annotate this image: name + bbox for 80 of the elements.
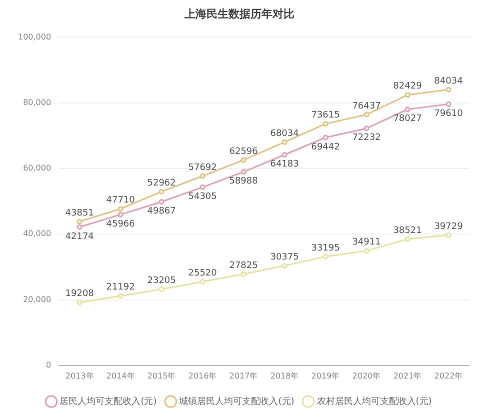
point <box>404 236 410 242</box>
x-tick-label: 2016年 <box>188 371 217 380</box>
point <box>446 86 452 92</box>
x-tick-label: 2014年 <box>106 371 135 380</box>
point <box>118 206 124 212</box>
x-tick-label: 2018年 <box>270 371 299 380</box>
data-label: 57692 <box>188 162 217 173</box>
data-label: 30375 <box>270 252 299 263</box>
data-label: 58988 <box>229 176 258 187</box>
data-label: 19208 <box>65 289 94 300</box>
point <box>158 198 164 204</box>
y-tick-label: 80,000 <box>23 98 52 107</box>
data-label: 34911 <box>352 238 381 248</box>
point <box>282 262 288 268</box>
point <box>200 278 206 284</box>
data-label: 73615 <box>311 110 340 121</box>
x-tick-label: 2019年 <box>311 371 340 380</box>
data-label: 23205 <box>147 276 176 286</box>
data-label: 42174 <box>65 232 94 242</box>
point <box>364 126 370 132</box>
legend-label: 农村居民人均可支配收入(元) <box>316 396 432 407</box>
legend-label: 居民人均可支配收入(元) <box>60 396 157 407</box>
point <box>364 248 370 254</box>
y-tick-label: 20,000 <box>23 294 52 304</box>
point <box>158 286 164 292</box>
data-label: 45966 <box>106 219 136 230</box>
point <box>240 169 246 175</box>
point <box>118 293 124 299</box>
data-label: 39729 <box>434 222 464 232</box>
data-label: 72232 <box>352 133 381 144</box>
data-label: 25520 <box>188 268 218 278</box>
point <box>322 134 328 140</box>
x-tick-label: 2017年 <box>229 371 258 380</box>
data-label: 79610 <box>434 108 464 119</box>
data-label: 47710 <box>106 196 136 206</box>
data-label: 64183 <box>270 160 299 170</box>
point <box>282 139 288 145</box>
data-label: 84034 <box>434 76 464 86</box>
y-tick-label: 100,000 <box>18 32 52 42</box>
point <box>364 112 370 118</box>
x-tick-label: 2021年 <box>393 371 422 380</box>
point <box>322 254 328 260</box>
data-label: 62596 <box>229 146 258 157</box>
data-label: 33195 <box>311 243 340 254</box>
point <box>282 152 288 158</box>
data-label: 82429 <box>393 82 422 92</box>
data-label: 27825 <box>229 260 258 271</box>
point <box>446 232 452 238</box>
point <box>76 300 82 306</box>
x-tick-label: 2013年 <box>65 371 94 380</box>
point <box>158 188 164 194</box>
x-tick-label: 2015年 <box>147 371 176 380</box>
point <box>240 157 246 163</box>
point <box>240 271 246 277</box>
data-label: 76437 <box>352 101 381 112</box>
point <box>76 218 82 224</box>
data-label: 54305 <box>188 192 217 202</box>
data-label: 38521 <box>393 226 422 236</box>
data-label: 43851 <box>65 208 94 218</box>
point <box>76 224 82 230</box>
data-label: 49867 <box>147 206 176 217</box>
chart-title: 上海民生数据历年对比 <box>184 7 294 20</box>
legend-label: 城镇居民人均可支配收入(元) <box>178 396 294 407</box>
point <box>200 173 206 179</box>
y-tick-label: 60,000 <box>23 164 52 173</box>
data-label: 78027 <box>393 114 422 124</box>
data-label: 52962 <box>147 178 176 188</box>
point <box>200 184 206 190</box>
y-tick-label: 40,000 <box>23 229 52 238</box>
y-tick-label: 0 <box>46 360 52 370</box>
point <box>404 92 410 98</box>
x-tick-label: 2020年 <box>352 371 381 380</box>
point <box>404 106 410 112</box>
point <box>118 212 124 218</box>
point <box>446 101 452 107</box>
data-label: 69442 <box>311 142 340 152</box>
x-tick-label: 2022年 <box>434 371 463 380</box>
data-label: 21192 <box>106 282 135 293</box>
point <box>322 121 328 127</box>
data-label: 68034 <box>270 128 300 139</box>
